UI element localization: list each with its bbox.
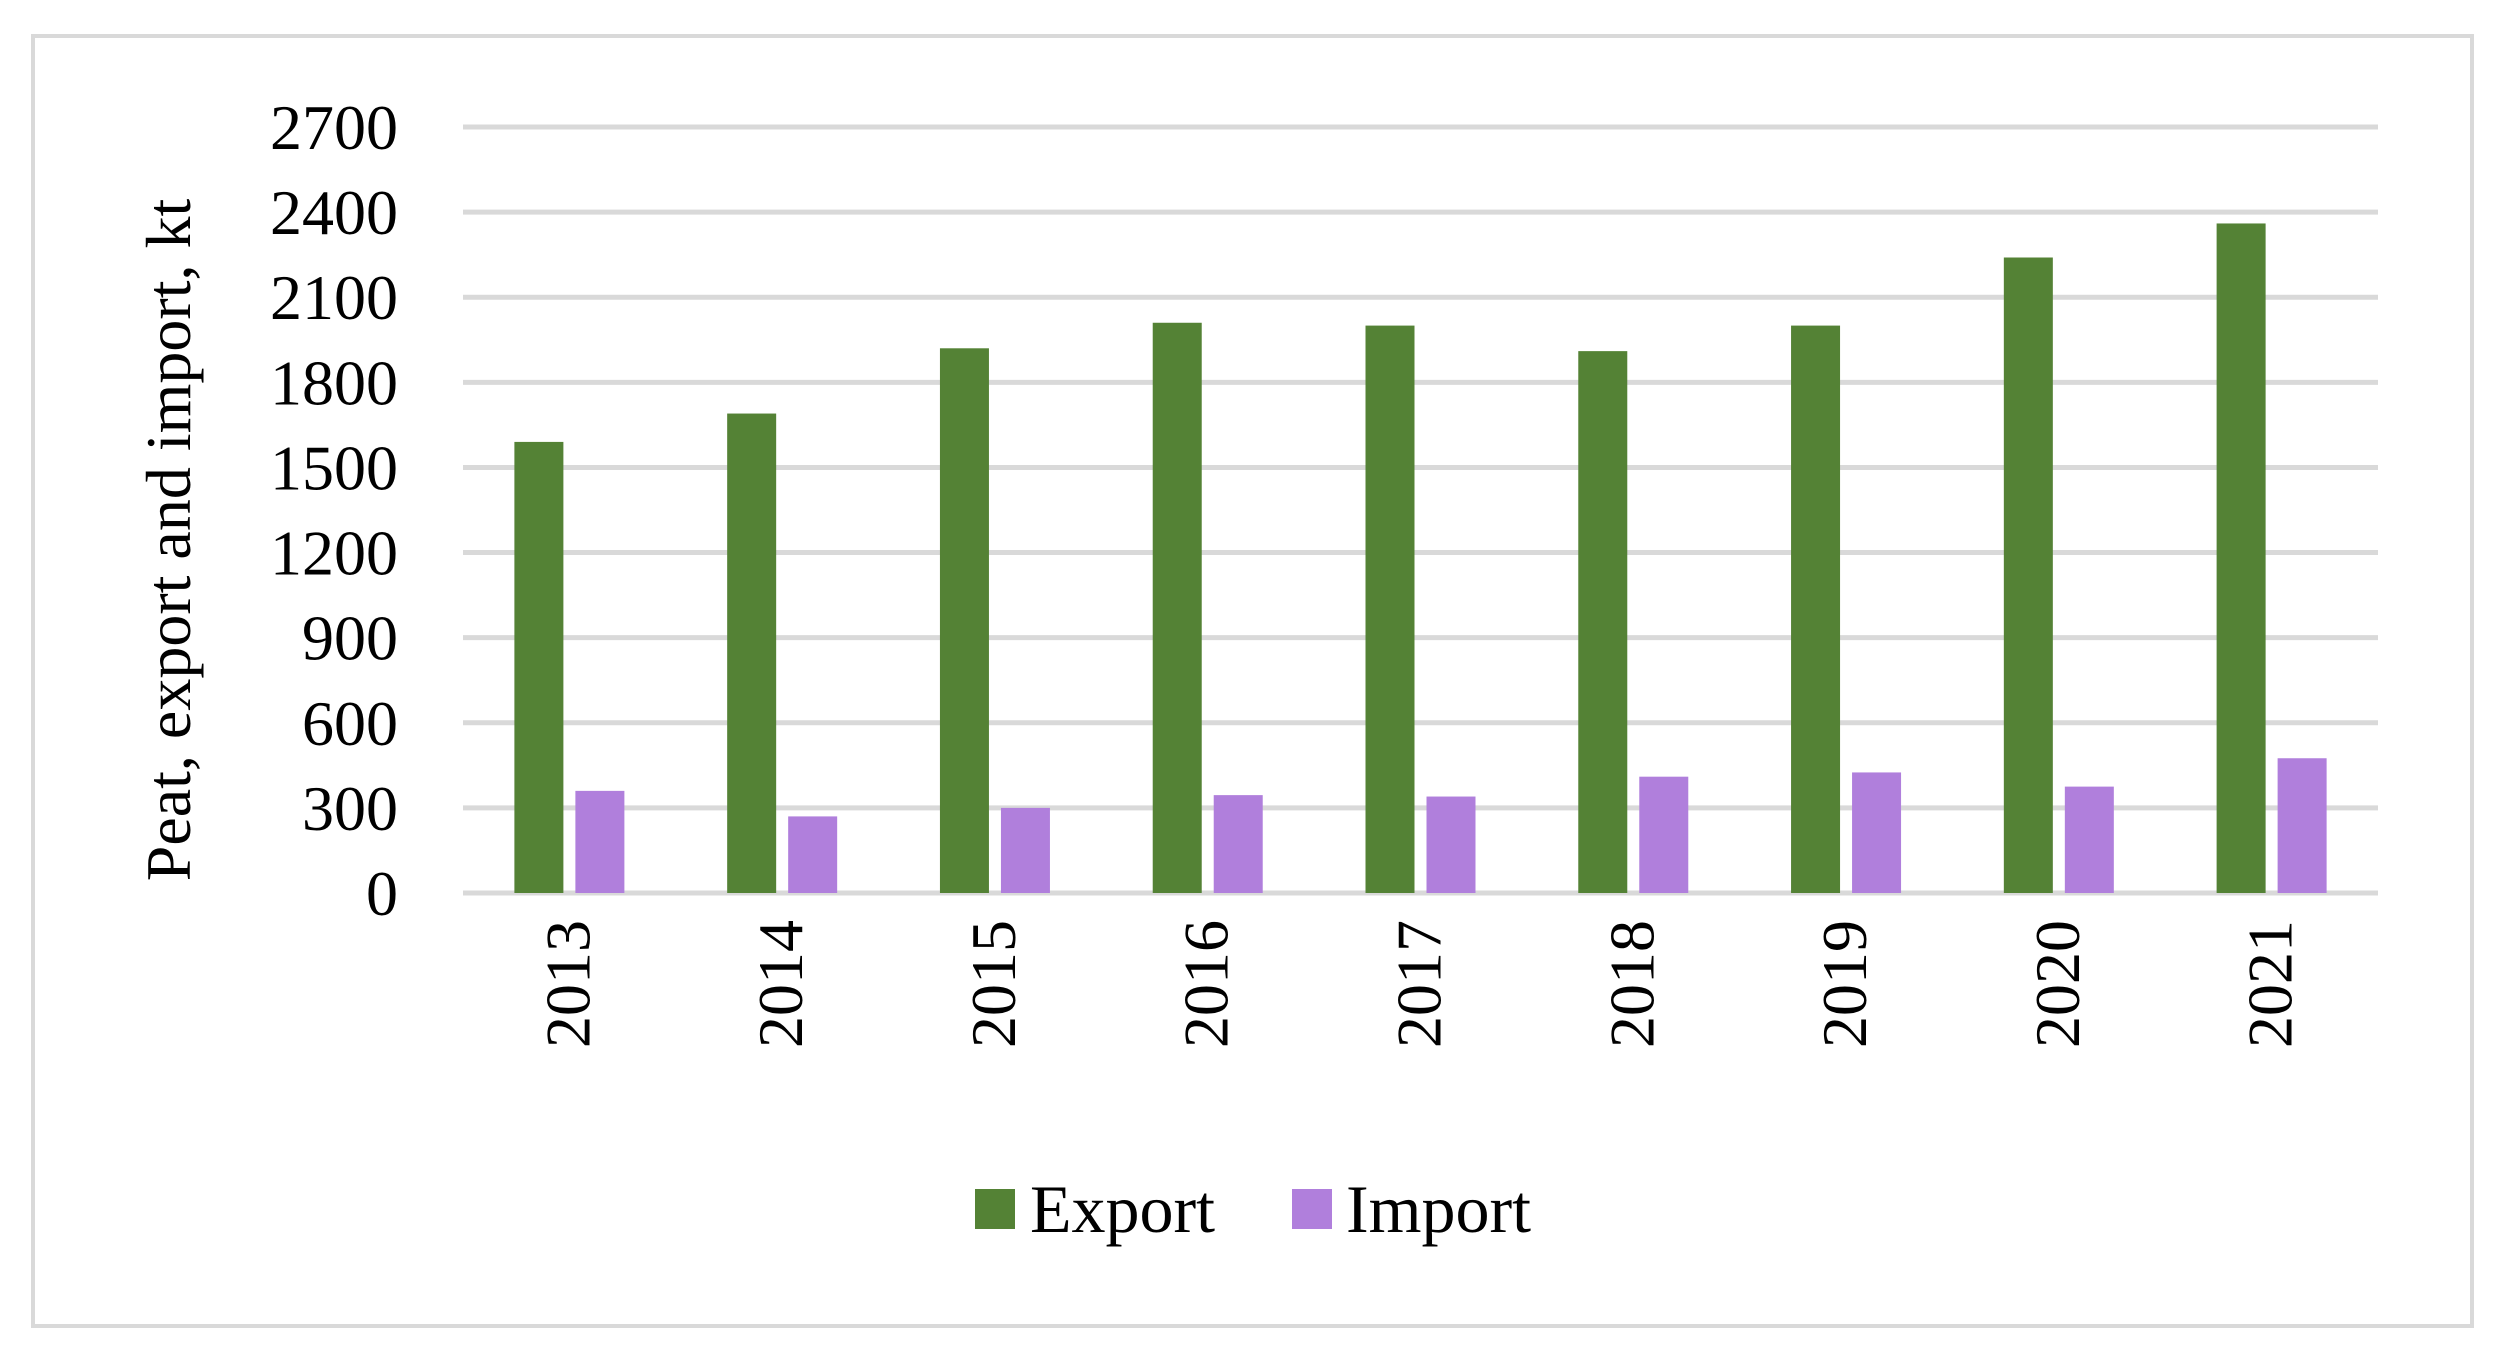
- legend: Export Import: [975, 1171, 1531, 1247]
- y-tick-label: 900: [302, 603, 398, 674]
- y-tick-label: 2400: [270, 177, 398, 248]
- bars: [514, 223, 2327, 894]
- y-tick-label: 0: [366, 858, 398, 929]
- bar-export-2014: [727, 413, 777, 893]
- y-tick-label: 1200: [270, 518, 398, 589]
- bar-export-2016: [1152, 322, 1202, 893]
- bar-import-2014: [788, 816, 838, 893]
- bar-import-2018: [1639, 776, 1689, 893]
- bar-import-2016: [1213, 795, 1263, 893]
- bar-export-2013: [514, 441, 564, 893]
- bar-import-2015: [1000, 807, 1050, 893]
- y-tick-label: 300: [302, 773, 398, 844]
- y-tick-label: 2700: [270, 92, 398, 163]
- x-tick-label: 2017: [1384, 920, 1455, 1048]
- x-tick-label: 2019: [1809, 920, 1880, 1048]
- x-tick-label: 2013: [532, 920, 603, 1048]
- x-tick-label: 2014: [745, 920, 816, 1048]
- x-tick-label: 2018: [1596, 920, 1667, 1048]
- x-tick-label: 2021: [2235, 920, 2306, 1048]
- bar-export-2017: [1365, 325, 1415, 893]
- bar-export-2021: [2216, 223, 2266, 894]
- bar-import-2013: [575, 790, 625, 893]
- bar-import-2017: [1426, 796, 1476, 893]
- y-axis-title: Peat, export and import, kt: [133, 199, 204, 882]
- gridlines: [463, 124, 2378, 896]
- x-tick-label: 2015: [958, 920, 1029, 1048]
- x-tick-label: 2020: [2022, 920, 2093, 1048]
- bar-import-2021: [2277, 758, 2327, 893]
- x-tick-label: 2016: [1171, 920, 1242, 1048]
- legend-label-export: Export: [1030, 1171, 1215, 1247]
- bar-export-2020: [2003, 257, 2053, 894]
- chart-frame: [31, 34, 2474, 1328]
- legend-swatch-import: [1292, 1189, 1332, 1229]
- y-tick-label: 2100: [270, 262, 398, 333]
- y-tick-label: 600: [302, 688, 398, 759]
- x-tick-labels: 2013 2014 2015 2016 2017 2018 2019 2020 2021: [532, 920, 2305, 1048]
- bar-import-2020: [2064, 786, 2114, 893]
- legend-swatch-export: [975, 1189, 1015, 1229]
- y-tick-label: 1500: [270, 432, 398, 503]
- bar-export-2018: [1578, 351, 1628, 893]
- bar-export-2015: [939, 348, 989, 893]
- y-tick-label: 1800: [270, 347, 398, 418]
- bar-import-2019: [1852, 772, 1902, 893]
- legend-label-import: Import: [1346, 1171, 1531, 1247]
- y-tick-labels: 0 300 600 900 1200 1500 1800 2100 2400 2700: [270, 92, 398, 929]
- bar-export-2019: [1791, 325, 1841, 893]
